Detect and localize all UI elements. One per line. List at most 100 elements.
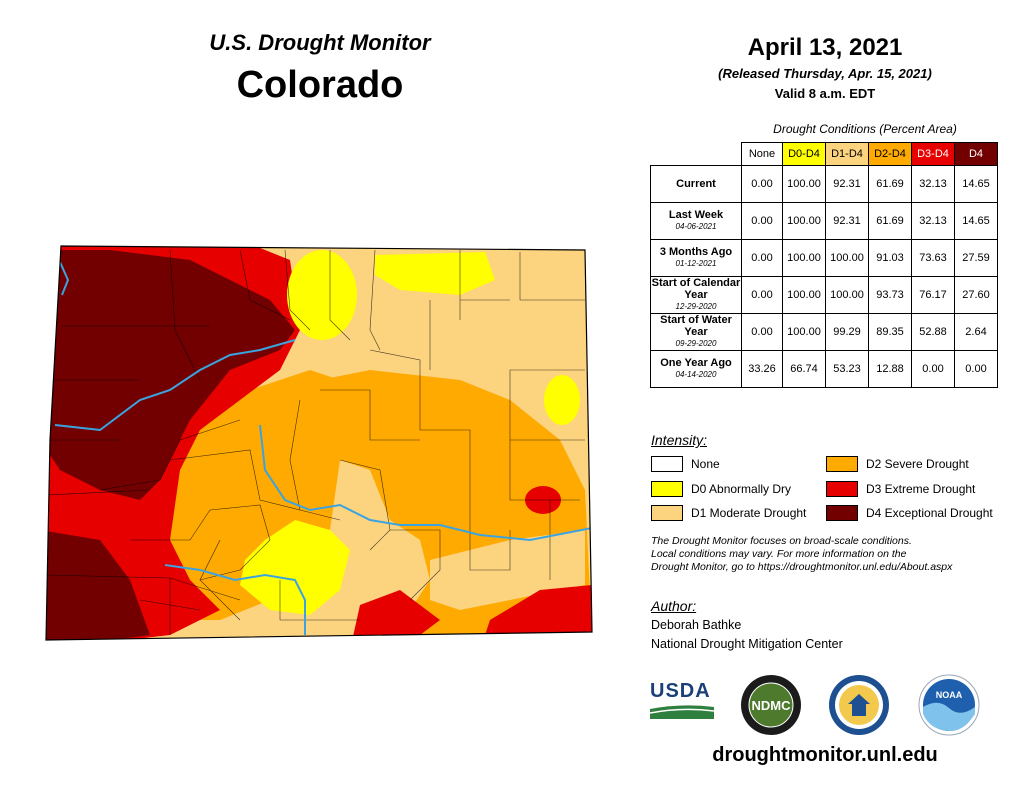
cell-value: 100.00 (782, 239, 826, 277)
row-date: 01-12-2021 (675, 259, 717, 268)
cell-value: 32.13 (911, 202, 955, 240)
cell-value: 53.23 (825, 350, 869, 388)
cell-value: 2.64 (954, 313, 998, 351)
valid-time: Valid 8 a.m. EDT (774, 86, 876, 101)
river-arkansas (259, 424, 592, 542)
legend-swatch (826, 505, 858, 521)
table-corner (651, 143, 742, 166)
map-date: April 13, 2021 (747, 34, 903, 61)
usda-logo: USDA (650, 680, 716, 724)
cell-value: 52.88 (911, 313, 955, 351)
legend-swatch (826, 481, 858, 497)
table-row: Current 0.00 100.00 92.31 61.69 32.13 14… (650, 165, 998, 203)
row-date: 09-29-2020 (675, 339, 717, 348)
legend-title: Intensity: (651, 432, 708, 448)
table-row: One Year Ago 04-14-2020 33.26 66.74 53.23… (650, 350, 998, 388)
d0-region-north (287, 250, 357, 340)
row-label: Last Week 04-06-2021 (650, 202, 742, 240)
row-date: 04-06-2021 (675, 222, 717, 231)
legend-item-d0: D0 Abnormally Dry (651, 481, 791, 497)
cell-value: 92.31 (825, 165, 869, 203)
legend-item-d3: D3 Extreme Drought (826, 481, 975, 497)
legend-swatch (826, 456, 858, 472)
cell-value: 61.69 (868, 165, 912, 203)
cell-value: 33.26 (741, 350, 783, 388)
col-none: None (741, 142, 783, 166)
state-name: Colorado (236, 64, 404, 106)
cell-value: 91.03 (868, 239, 912, 277)
colorado-drought-map (45, 245, 593, 641)
legend-item-none: None (651, 456, 720, 472)
author-name: Deborah Bathke (651, 618, 742, 632)
legend-item-d4: D4 Exceptional Drought (826, 505, 993, 521)
d0-region-east (544, 375, 580, 425)
col-d0-d4: D0-D4 (782, 142, 826, 166)
col-d4: D4 (954, 142, 998, 166)
svg-text:NOAA: NOAA (936, 690, 963, 700)
cell-value: 32.13 (911, 165, 955, 203)
author-heading: Author: (651, 598, 697, 614)
cell-value: 100.00 (825, 239, 869, 277)
legend-item-d2: D2 Severe Drought (826, 456, 969, 472)
disclaimer-note: The Drought Monitor focuses on broad-sca… (651, 535, 953, 573)
col-d1-d4: D1-D4 (825, 142, 869, 166)
row-date: 04-14-2020 (675, 370, 717, 379)
d0-region-south (240, 520, 350, 615)
d2-region-north (250, 370, 340, 440)
river-rio-grande (164, 564, 306, 635)
row-label: One Year Ago 04-14-2020 (650, 350, 742, 388)
author-organization: National Drought Mitigation Center (651, 637, 843, 651)
col-d2-d4: D2-D4 (868, 142, 912, 166)
river-colorado (54, 339, 296, 432)
ndmc-logo: NDMC (741, 675, 801, 735)
river-yampa (59, 261, 70, 296)
cell-value: 0.00 (954, 350, 998, 388)
county-lines (46, 249, 585, 635)
state-border (45, 245, 593, 641)
cell-value: 66.74 (782, 350, 826, 388)
cell-value: 0.00 (911, 350, 955, 388)
legend-swatch (651, 481, 683, 497)
row-label: Current (650, 165, 742, 203)
table-header-row: None D0-D4 D1-D4 D2-D4 D3-D4 D4 (651, 142, 998, 166)
cell-value: 0.00 (741, 165, 783, 203)
row-label: Start of Water Year 09-29-2020 (650, 313, 742, 351)
d0-region-northeast (375, 252, 495, 295)
cell-value: 61.69 (868, 202, 912, 240)
commerce-seal-logo (829, 675, 889, 735)
map-title: U.S. Drought Monitor (209, 30, 431, 55)
drought-conditions-table: None D0-D4 D1-D4 D2-D4 D3-D4 D4 Current … (650, 142, 998, 388)
legend-swatch (651, 505, 683, 521)
cell-value: 0.00 (741, 276, 783, 314)
cell-value: 0.00 (741, 239, 783, 277)
legend-swatch (651, 456, 683, 472)
table-row: 3 Months Ago 01-12-2021 0.00 100.00 100.0… (650, 239, 998, 277)
cell-value: 27.60 (954, 276, 998, 314)
cell-value: 100.00 (825, 276, 869, 314)
table-row: Last Week 04-06-2021 0.00 100.00 92.31 61… (650, 202, 998, 240)
cell-value: 73.63 (911, 239, 955, 277)
website-url: droughtmonitor.unl.edu (712, 744, 938, 766)
cell-value: 14.65 (954, 165, 998, 203)
cell-value: 14.65 (954, 202, 998, 240)
noaa-logo: NOAA (918, 674, 980, 736)
cell-value: 0.00 (741, 313, 783, 351)
d4-region-southwest (46, 530, 150, 640)
cell-value: 89.35 (868, 313, 912, 351)
cell-value: 27.59 (954, 239, 998, 277)
table-row: Start of Water Year 09-29-2020 0.00 100.0… (650, 313, 998, 351)
table-row: Start of Calendar Year 12-29-2020 0.00 10… (650, 276, 998, 314)
release-date: (Released Thursday, Apr. 15, 2021) (718, 66, 932, 81)
col-d3-d4: D3-D4 (911, 142, 955, 166)
row-date: 12-29-2020 (675, 302, 717, 311)
cell-value: 12.88 (868, 350, 912, 388)
cell-value: 99.29 (825, 313, 869, 351)
row-label: 3 Months Ago 01-12-2021 (650, 239, 742, 277)
cell-value: 93.73 (868, 276, 912, 314)
cell-value: 0.00 (741, 202, 783, 240)
svg-text:NDMC: NDMC (752, 698, 792, 713)
cell-value: 76.17 (911, 276, 955, 314)
rivers (54, 261, 592, 635)
d4-region-northwest (46, 250, 295, 500)
cell-value: 100.00 (782, 202, 826, 240)
